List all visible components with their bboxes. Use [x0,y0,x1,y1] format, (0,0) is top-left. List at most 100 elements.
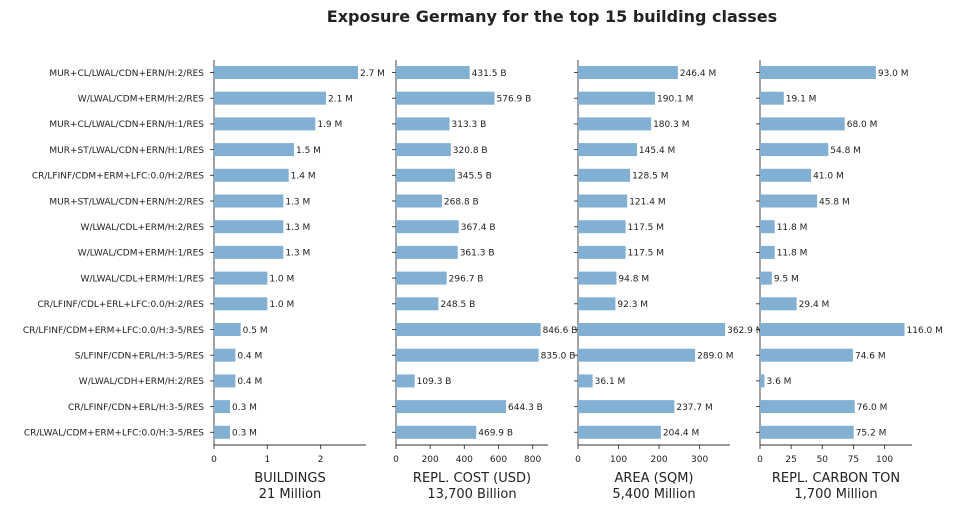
bar [578,91,656,105]
bar-value-label: 576.9 B [497,95,532,105]
bar [214,91,326,105]
bar-value-label: 45.8 M [819,197,850,207]
x-tick-label: 800 [524,455,541,465]
bar-value-label: 835.0 B [541,352,576,362]
bar [578,374,593,388]
x-axis-total-label: 1,700 Million [794,487,877,502]
bar-value-label: 190.1 M [657,95,693,105]
bar [578,297,616,311]
bar [396,271,447,285]
bar-value-label: 29.4 M [799,300,830,310]
bar-value-label: 246.4 M [680,69,716,79]
bar-value-label: 1.5 M [296,146,321,156]
bar-value-label: 145.4 M [639,146,675,156]
bar [396,194,442,208]
bar [396,323,541,336]
x-tick-label: 25 [785,455,796,465]
bar [578,400,675,414]
bar [760,245,775,259]
bar [760,425,854,439]
bar-value-label: 313.3 B [452,120,487,130]
x-axis-label: REPL. COST (USD) [413,471,531,486]
bar-value-label: 1.9 M [317,120,342,130]
bar-value-label: 0.5 M [243,326,268,336]
bar [578,143,637,157]
bar [214,323,241,336]
x-tick-label: 75 [848,455,859,465]
bar [214,117,316,131]
x-tick-label: 200 [422,455,439,465]
bar [578,117,652,131]
bar-value-label: 109.3 B [417,377,452,387]
category-label: CR/LFINF/CDM+ERM+LFC:0.0/H:2/RES [32,172,204,182]
x-tick-label: 1 [264,455,270,465]
x-tick-label: 300 [691,455,708,465]
bar-value-label: 268.8 B [444,197,479,207]
bar [396,168,456,182]
bar [214,194,284,208]
bar-value-label: 75.2 M [856,429,887,439]
category-label: W/LWAL/CDL+ERM/H:1/RES [81,274,205,284]
bar-value-label: 19.1 M [786,95,817,105]
x-tick-label: 50 [817,455,829,465]
category-label: MUR+ST/LWAL/CDN+ERN/H:2/RES [49,197,204,207]
x-axis-label: BUILDINGS [254,471,325,486]
bar [214,297,268,311]
bar [578,66,678,79]
bar-value-label: 204.4 M [663,429,699,439]
bar-value-label: 296.7 B [449,274,484,284]
bar-value-label: 41.0 M [813,172,844,182]
bar [760,117,845,131]
x-axis-total-label: 5,400 Million [612,487,695,502]
bar-value-label: 2.1 M [328,95,353,105]
bar-value-label: 0.4 M [237,377,262,387]
bar [396,91,495,105]
x-axis-total-label: 21 Million [259,487,322,502]
bar-value-label: 1.0 M [269,274,294,284]
bar-value-label: 0.3 M [232,403,257,413]
bar-value-label: 9.5 M [774,274,799,284]
bar-value-label: 128.5 M [632,172,668,182]
x-tick-label: 0 [757,455,763,465]
bar-value-label: 11.8 M [777,249,808,259]
bar-value-label: 469.9 B [478,429,513,439]
category-label: W/LWAL/CDL+ERM/H:2/RES [81,223,205,233]
bar-value-label: 846.6 B [543,326,578,336]
x-tick-label: 0 [575,455,581,465]
bar-value-label: 644.3 B [508,403,543,413]
bar-value-label: 1.3 M [285,223,310,233]
x-tick-label: 400 [456,455,473,465]
bar-value-label: 11.8 M [777,223,808,233]
category-label: W/LWAL/CDH+ERM/H:2/RES [79,377,204,387]
bar [214,400,230,414]
category-label: W/LWAL/CDM+ERM/H:2/RES [78,95,204,105]
bar [578,245,626,259]
bar [214,348,236,362]
bar [396,400,507,414]
bar-value-label: 1.3 M [285,197,310,207]
bar-value-label: 121.4 M [629,197,665,207]
bar-value-label: 180.3 M [653,120,689,130]
bar-value-label: 431.5 B [472,69,507,79]
bar [396,245,458,259]
bar [760,220,775,234]
x-tick-label: 2 [318,455,324,465]
bar [214,425,230,439]
category-label: MUR+ST/LWAL/CDN+ERN/H:1/RES [49,146,204,156]
bar-value-label: 54.8 M [830,146,861,156]
bar-value-label: 1.3 M [285,249,310,259]
bar [578,425,661,439]
category-label: W/LWAL/CDM+ERM/H:1/RES [78,249,204,259]
bar-value-label: 345.5 B [457,172,492,182]
bar-value-label: 362.9 M [727,326,763,336]
category-label: MUR+CL/LWAL/CDN+ERN/H:2/RES [49,69,204,79]
bar-value-label: 93.0 M [878,69,909,79]
bar-value-label: 117.5 M [628,223,664,233]
category-label: S/LFINF/CDN+ERL/H:3-5/RES [75,352,204,362]
bar-value-label: 3.6 M [766,377,791,387]
bar-value-label: 1.4 M [291,172,316,182]
bar-value-label: 248.5 B [440,300,475,310]
x-axis-total-label: 13,700 Billion [427,487,516,502]
bar [396,425,477,439]
